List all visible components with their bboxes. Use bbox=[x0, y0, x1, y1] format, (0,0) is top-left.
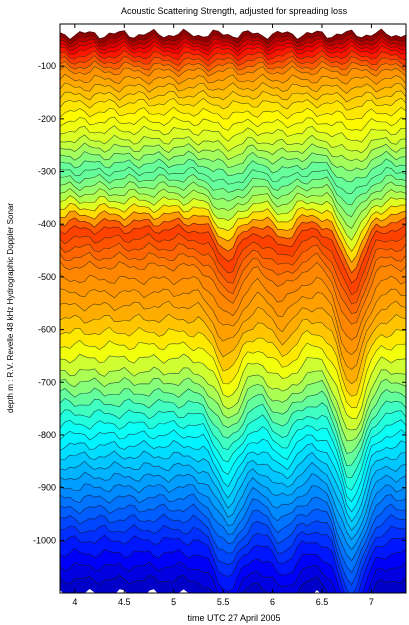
contour-line bbox=[60, 274, 406, 341]
y-tick-label: -800 bbox=[38, 430, 56, 440]
contour-line bbox=[60, 260, 406, 325]
contour-line bbox=[60, 134, 406, 154]
contour-line bbox=[60, 419, 406, 491]
contour-lines bbox=[60, 28, 406, 593]
contour-line bbox=[60, 210, 406, 264]
contour-line bbox=[60, 150, 406, 172]
contour-line bbox=[60, 288, 406, 355]
y-tick-label: -600 bbox=[38, 325, 56, 335]
contour-line bbox=[60, 524, 406, 593]
contour-line bbox=[60, 223, 406, 284]
y-axis-label: depth m : R.V. Revelle 48 kHz Hydrograph… bbox=[6, 203, 15, 413]
contour-line bbox=[60, 202, 406, 253]
contour-line bbox=[60, 40, 406, 52]
contour-line bbox=[60, 483, 406, 551]
x-tick-label: 5 bbox=[171, 597, 176, 607]
contour-line bbox=[60, 534, 406, 593]
contour-line bbox=[60, 503, 406, 574]
contour-line bbox=[60, 251, 406, 315]
x-tick-label: 6.5 bbox=[316, 597, 329, 607]
x-tick-label: 4.5 bbox=[118, 597, 131, 607]
y-tick-label: -100 bbox=[38, 61, 56, 71]
contour-line bbox=[60, 493, 406, 562]
y-tick-label: -500 bbox=[38, 272, 56, 282]
x-axis-label: time UTC 27 April 2005 bbox=[187, 613, 280, 623]
contour-line bbox=[60, 548, 406, 593]
contour-line bbox=[60, 166, 406, 195]
contour-line bbox=[60, 28, 406, 41]
contour-line bbox=[60, 195, 406, 241]
chart-title: Acoustic Scattering Strength, adjusted f… bbox=[121, 6, 348, 16]
x-tick-label: 6 bbox=[270, 597, 275, 607]
scattering-field bbox=[60, 28, 406, 593]
contour-line bbox=[60, 366, 406, 431]
contour-line bbox=[60, 233, 406, 296]
contour-line bbox=[60, 142, 406, 162]
y-tick-label: -200 bbox=[38, 114, 56, 124]
contour-line bbox=[60, 50, 406, 62]
y-tick-label: -1000 bbox=[33, 535, 56, 545]
contour-line bbox=[60, 440, 406, 513]
contour-line bbox=[60, 73, 406, 85]
plot-area bbox=[60, 28, 406, 593]
contour-line bbox=[60, 106, 406, 121]
x-tick-label: 7 bbox=[369, 597, 374, 607]
plot-frame bbox=[59, 23, 407, 594]
contour-line bbox=[60, 180, 406, 218]
x-tick-label: 5.5 bbox=[217, 597, 230, 607]
contour-line bbox=[60, 36, 406, 49]
contour-line bbox=[60, 173, 406, 206]
contour-line bbox=[60, 461, 406, 532]
contour-line bbox=[60, 97, 406, 111]
contour-line bbox=[60, 217, 406, 274]
contour-line bbox=[60, 326, 406, 397]
contour-line bbox=[60, 339, 406, 408]
contour-line bbox=[60, 60, 406, 72]
contour-line bbox=[60, 89, 406, 103]
contour-line bbox=[60, 409, 406, 479]
contour-line bbox=[60, 513, 406, 586]
contour-line bbox=[60, 300, 406, 370]
contour-line bbox=[60, 398, 406, 466]
contour-line bbox=[60, 313, 406, 385]
contour-line bbox=[60, 82, 406, 94]
contour-line bbox=[60, 32, 406, 45]
contour-line bbox=[60, 116, 406, 131]
contour-line bbox=[60, 429, 406, 503]
contour-line bbox=[60, 188, 406, 229]
contour-line bbox=[60, 574, 406, 593]
contour-line bbox=[60, 450, 406, 523]
contour-line bbox=[60, 65, 406, 78]
contour-line bbox=[60, 353, 406, 420]
contour-line bbox=[60, 561, 406, 593]
contour-line bbox=[60, 158, 406, 183]
y-tick-label: -300 bbox=[38, 167, 56, 177]
y-tick-label: -900 bbox=[38, 483, 56, 493]
y-axis: -100 -200 -300 -400 -500 -600 -700 -800 -900 -100… bbox=[33, 61, 406, 545]
contour-line bbox=[60, 387, 406, 454]
contour-line bbox=[60, 55, 406, 67]
contour-line bbox=[60, 44, 406, 57]
y-tick-label: -400 bbox=[38, 219, 56, 229]
contour-line bbox=[60, 125, 406, 143]
contour-line bbox=[60, 471, 406, 541]
x-tick-label: 4 bbox=[72, 597, 77, 607]
y-tick-label: -700 bbox=[38, 377, 56, 387]
contour-line bbox=[60, 377, 406, 442]
x-axis: 4 4.5 5 5.5 6 6.5 7 bbox=[72, 24, 374, 607]
contour-line bbox=[60, 242, 406, 305]
